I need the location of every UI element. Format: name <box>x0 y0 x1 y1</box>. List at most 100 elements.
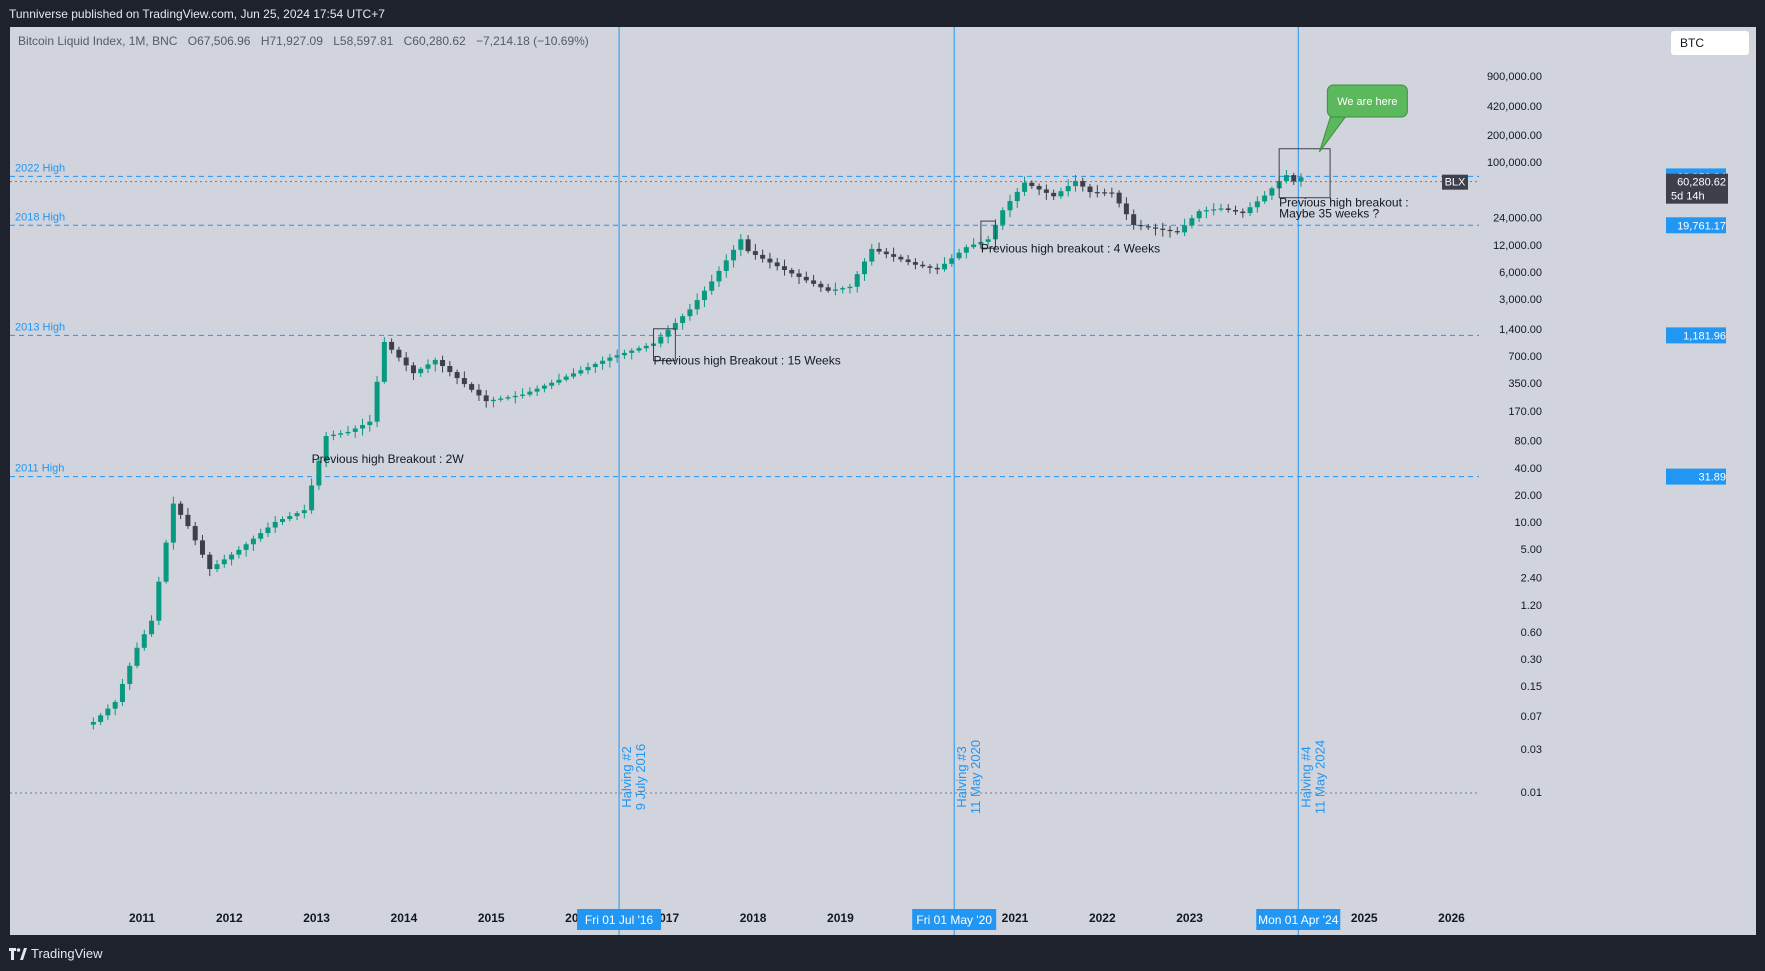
halving-label: Halving #2 <box>619 746 634 807</box>
candle-body <box>1174 231 1180 233</box>
candle-body <box>738 239 744 250</box>
candle-body <box>1160 228 1166 230</box>
candle-body <box>1283 175 1289 182</box>
tradingview-logo[interactable]: TradingView <box>9 946 103 961</box>
price-chart[interactable]: 2022 High 2018 High 2013 High 2011 High Halv… <box>10 27 1756 935</box>
candle-body <box>571 373 576 377</box>
candle-body <box>280 519 285 522</box>
candle-body <box>1058 191 1064 197</box>
candle-body <box>214 564 220 570</box>
x-tick-label: 2022 <box>1089 911 1116 925</box>
candle-body <box>1043 189 1049 193</box>
candle-body <box>156 581 162 621</box>
ohlc-legend: Bitcoin Liquid Index, 1M, BNC O67,506.96… <box>18 34 589 48</box>
x-tick-label: 2015 <box>478 911 505 925</box>
candle-body <box>701 290 707 301</box>
candle-body <box>352 428 358 432</box>
y-tick-label: 20.00 <box>1514 490 1542 502</box>
y-tick-label: 3,000.00 <box>1499 294 1542 306</box>
low-value: L58,597.81 <box>333 34 394 48</box>
candle-body <box>840 288 846 290</box>
candle-body <box>432 359 438 365</box>
chart-panel[interactable]: 2022 High 2018 High 2013 High 2011 High Halv… <box>10 27 1756 935</box>
symbol-title[interactable]: Bitcoin Liquid Index, 1M, BNC <box>18 34 178 48</box>
ticker-badge <box>1442 174 1468 190</box>
x-tick-label: 2026 <box>1438 911 1465 925</box>
published-text: Tunniverse published on TradingView.com,… <box>9 7 385 21</box>
candle-body <box>847 286 853 289</box>
annotation-text: Previous high breakout : 4 Weeks <box>981 242 1160 256</box>
candle-body <box>309 485 315 511</box>
candle-body <box>512 395 518 398</box>
candle-body <box>1218 208 1224 210</box>
candle-body <box>549 382 555 386</box>
candle-body <box>1203 210 1209 212</box>
candle-body <box>360 425 366 429</box>
candle-body <box>672 323 678 330</box>
callout-text: We are here <box>1337 96 1397 108</box>
y-tick-label: 350.00 <box>1508 378 1542 390</box>
y-tick-label: 6,000.00 <box>1499 267 1542 279</box>
candle-body <box>1298 177 1304 182</box>
candle-body <box>1000 210 1006 225</box>
candle-body <box>1225 208 1231 210</box>
candle-body <box>1131 214 1137 226</box>
candle-body <box>556 379 562 383</box>
high-value: H71,927.09 <box>260 34 323 48</box>
x-tick-label: 2013 <box>303 911 330 925</box>
candle-body <box>1123 203 1129 215</box>
candle-body <box>490 399 496 402</box>
y-tick-label: 80.00 <box>1514 436 1542 448</box>
candle-body <box>199 540 205 555</box>
candle-body <box>694 300 700 310</box>
candle-body <box>1153 227 1158 229</box>
candle-body <box>658 336 664 344</box>
y-tick-label: 10.00 <box>1514 517 1542 529</box>
x-tick-label: 2021 <box>1002 911 1029 925</box>
candle-body <box>1022 182 1028 192</box>
candle-body <box>709 281 715 291</box>
candle-body <box>1029 182 1035 187</box>
candle-body <box>1233 209 1239 212</box>
level-price-badge-text: 19,761.17 <box>1677 220 1726 232</box>
candle-body <box>629 350 635 353</box>
candle-body <box>425 364 431 369</box>
candle-body <box>731 249 737 261</box>
change-value: −7,214.18 (−10.69%) <box>476 34 589 48</box>
candle-body <box>149 620 155 635</box>
halving-date-badge-text: Mon 01 Apr '24 <box>1258 913 1339 927</box>
candle-body <box>1189 218 1195 226</box>
candle-body <box>345 431 351 434</box>
candle-body <box>381 341 387 382</box>
candle-body <box>1182 225 1188 233</box>
candle-body <box>134 647 140 666</box>
symbol-search-input[interactable]: BTC <box>1671 31 1749 55</box>
x-tick-label: 2014 <box>391 911 418 925</box>
current-price-text: 60,280.62 <box>1677 177 1726 189</box>
candle-body <box>185 514 191 527</box>
level-price-badge-text: 1,181.96 <box>1683 330 1726 342</box>
footer-bar: TradingView <box>0 935 1765 971</box>
candle-body <box>716 270 722 282</box>
candle-body <box>600 360 606 364</box>
y-tick-label: 420,000.00 <box>1487 101 1542 113</box>
candle-body <box>90 721 96 725</box>
y-tick-label: 1,400.00 <box>1499 324 1542 336</box>
annotation-text: Previous high Breakout : 15 Weeks <box>654 354 841 368</box>
candle-body <box>1094 192 1100 194</box>
y-tick-label: 24,000.00 <box>1493 213 1542 225</box>
level-label: 2013 High <box>15 321 65 333</box>
x-tick-label: 2019 <box>827 911 854 925</box>
candle-body <box>316 460 322 486</box>
candle-body <box>963 247 969 253</box>
candle-body <box>236 549 242 555</box>
candle-body <box>207 554 213 570</box>
candle-body <box>367 421 373 426</box>
candle-body <box>243 544 249 550</box>
candle-body <box>745 239 751 252</box>
candle-body <box>476 389 482 396</box>
candle-body <box>440 359 446 367</box>
candle-body <box>687 309 693 317</box>
candle-body <box>592 363 598 368</box>
halving-date-badge <box>912 909 997 930</box>
